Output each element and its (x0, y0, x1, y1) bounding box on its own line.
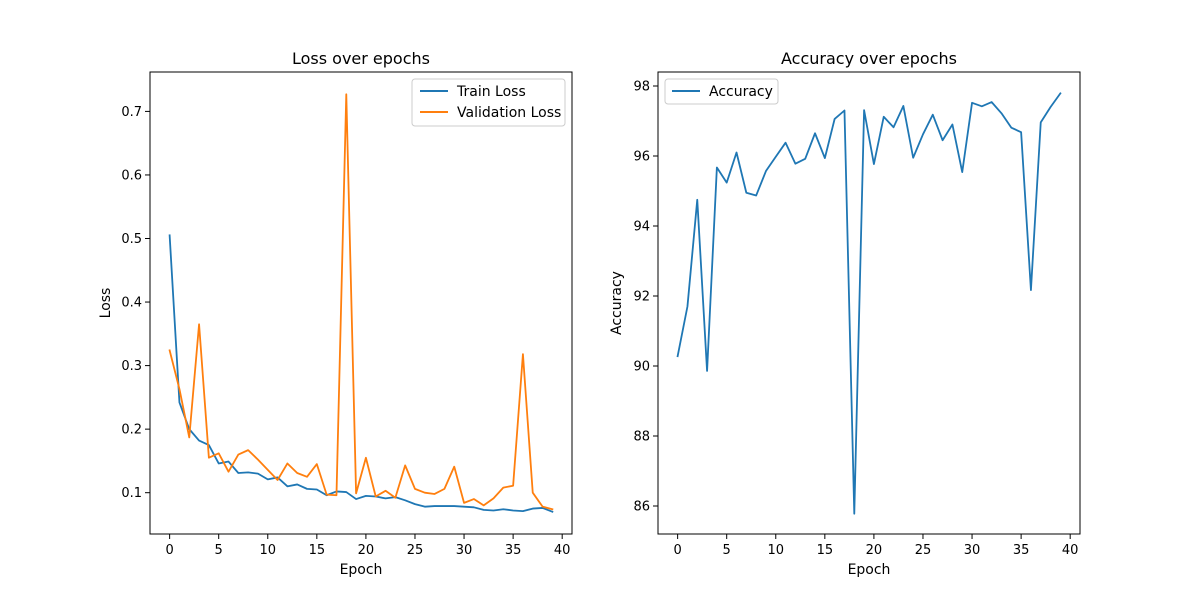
series-line-accuracy (676, 92, 1062, 515)
accuracy-axis-ticks: 0 5 10 15 20 25 30 35 40 86 88 90 92 94 96 98 (633, 80, 1078, 559)
accuracy-y-tick-label: 88 (633, 430, 650, 445)
loss-y-tick-label: 0.4 (121, 296, 142, 311)
legend-validation-loss-label: Validation Loss (457, 105, 561, 121)
loss-x-tick-label: 10 (259, 543, 276, 558)
loss-y-axis-label: Loss (98, 288, 114, 319)
legend-train-loss-label: Train Loss (456, 84, 526, 100)
series-line-validation-loss (168, 93, 554, 511)
accuracy-x-tick-label: 40 (1062, 543, 1079, 558)
loss-plot-frame (149, 71, 573, 535)
loss-legend: Train Loss Validation Loss (411, 78, 566, 127)
accuracy-legend: Accuracy (664, 78, 779, 105)
loss-x-tick-label: 35 (505, 543, 522, 558)
accuracy-x-tick-label: 0 (673, 543, 681, 558)
accuracy-y-tick-label: 90 (633, 360, 650, 375)
loss-y-tick-label: 0.7 (121, 105, 142, 120)
accuracy-y-tick-label: 86 (633, 500, 650, 515)
loss-chart-title: Loss over epochs (292, 49, 430, 68)
loss-axis-ticks: 0 5 10 15 20 25 30 35 40 0.1 0.2 0.3 0.4 0.5 0.6 0.7 (121, 105, 570, 558)
loss-y-tick-label: 0.1 (121, 486, 142, 501)
loss-x-axis-label: Epoch (340, 562, 383, 578)
accuracy-y-tick-label: 92 (633, 290, 650, 305)
loss-chart-panel: Loss over epochs Epoch Loss 0 5 10 15 20 25 30… (98, 49, 573, 578)
accuracy-x-tick-label: 20 (866, 543, 883, 558)
loss-x-tick-label: 40 (554, 543, 571, 558)
loss-x-tick-label: 15 (309, 543, 326, 558)
accuracy-x-axis-label: Epoch (848, 562, 891, 578)
accuracy-x-tick-label: 15 (817, 543, 834, 558)
accuracy-x-tick-label: 25 (915, 543, 932, 558)
loss-x-tick-label: 5 (215, 543, 223, 558)
accuracy-series-lines (676, 92, 1062, 515)
accuracy-chart-panel: Accuracy over epochs Epoch Accuracy 0 5 10… (609, 49, 1081, 578)
loss-y-tick-label: 0.6 (121, 168, 142, 183)
loss-legend-box (411, 78, 566, 127)
accuracy-legend-box (664, 78, 779, 105)
loss-y-tick-label: 0.5 (121, 232, 142, 247)
loss-series-lines (168, 93, 554, 513)
accuracy-x-tick-label: 5 (723, 543, 731, 558)
accuracy-x-tick-label: 35 (1013, 543, 1030, 558)
accuracy-chart-title: Accuracy over epochs (781, 49, 957, 68)
loss-x-tick-label: 25 (407, 543, 424, 558)
accuracy-y-axis-label: Accuracy (609, 271, 625, 335)
legend-accuracy-label: Accuracy (709, 84, 773, 100)
loss-x-tick-label: 0 (165, 543, 173, 558)
loss-x-tick-label: 20 (358, 543, 375, 558)
loss-x-tick-label: 30 (456, 543, 473, 558)
accuracy-x-tick-label: 10 (767, 543, 784, 558)
accuracy-y-tick-label: 94 (633, 220, 650, 235)
accuracy-y-tick-label: 98 (633, 80, 650, 95)
accuracy-x-tick-label: 30 (964, 543, 981, 558)
accuracy-y-tick-label: 96 (633, 150, 650, 165)
accuracy-plot-frame (657, 71, 1081, 535)
series-line-train-loss (168, 234, 554, 513)
loss-y-tick-label: 0.2 (121, 423, 142, 438)
loss-y-tick-label: 0.3 (121, 359, 142, 374)
